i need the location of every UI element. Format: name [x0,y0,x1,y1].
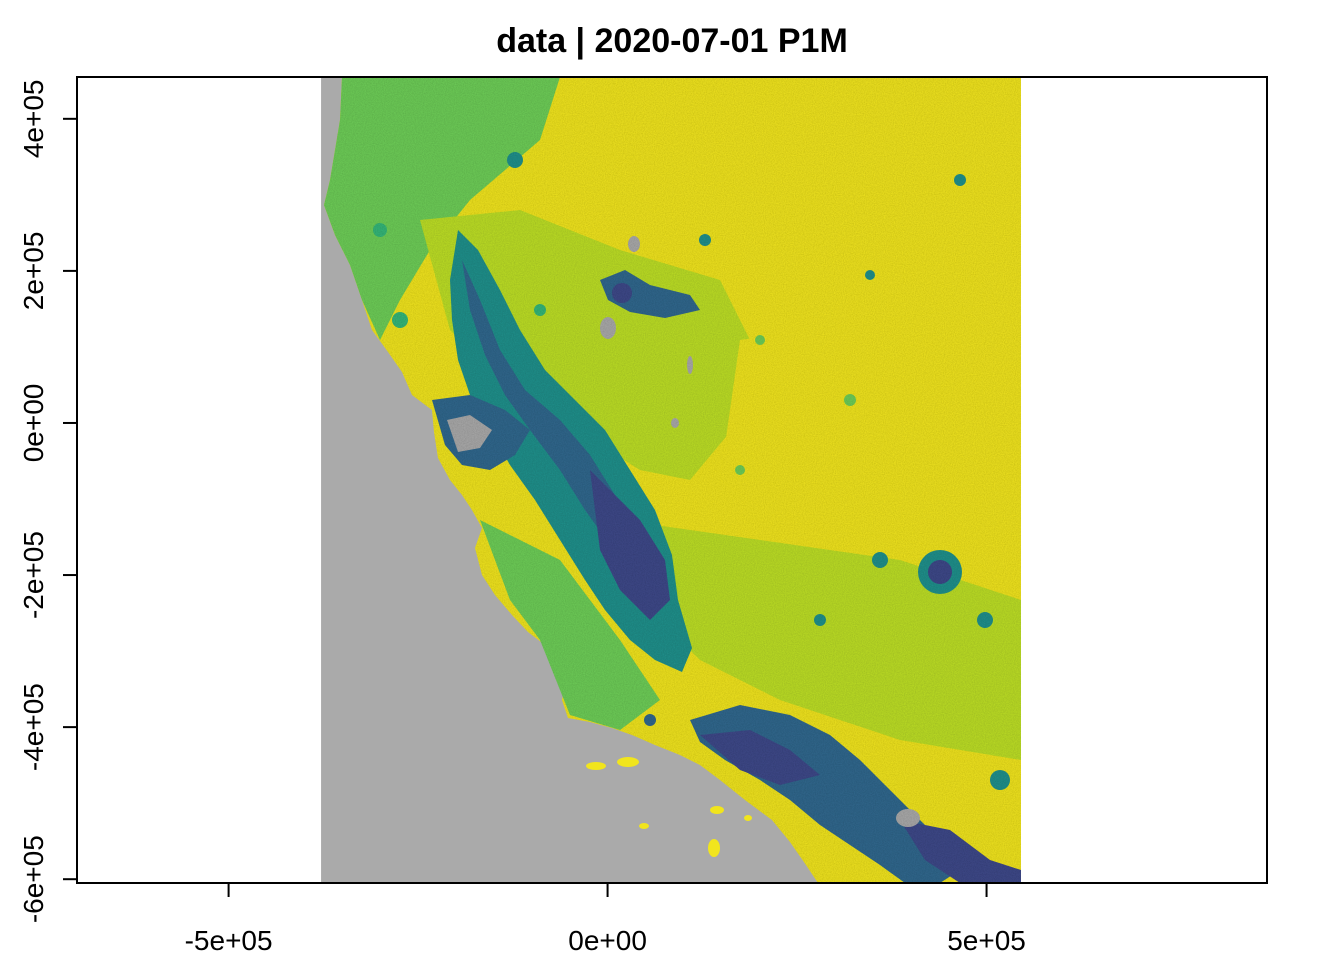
channel-island-1 [617,757,639,767]
land-area [324,77,1021,883]
x-axis: -5e+05 0e+00 5e+05 [185,882,1026,956]
land-feature-1 [699,234,711,246]
channel-island-0 [586,762,606,770]
lake-tahoe [687,356,693,374]
bay-water [447,415,492,452]
y-tick-label-3: 0e+00 [18,384,49,463]
lake-small [671,418,679,428]
land-feature-4 [844,394,856,406]
lake-north [628,236,640,252]
raster-map [321,77,1021,883]
land-feature-9 [373,223,387,237]
los-angeles-core [700,730,820,785]
x-tick-label-2: 5e+05 [947,925,1026,956]
las-vegas-core [928,560,952,584]
y-tick-label-1: -4e+05 [18,683,49,771]
sacramento-core [612,283,632,303]
land-feature-5 [872,552,888,568]
land-feature-8 [534,304,546,316]
y-tick-label-5: 4e+05 [18,80,49,159]
y-tick-label-2: -2e+05 [18,531,49,619]
land-feature-7 [990,770,1010,790]
land-feature-0 [507,152,523,168]
channel-island-3 [710,806,724,814]
north-coast-zone [324,77,560,340]
sacramento-area [600,270,700,318]
channel-island-2 [639,823,649,829]
land-feature-14 [644,714,656,726]
channel-island-4 [708,839,720,857]
clear-lake [600,317,616,339]
inland-empire-core [900,820,1021,883]
land-feature-2 [865,270,875,280]
y-axis: -6e+05 -4e+05 -2e+05 0e+00 2e+05 4e+05 [18,80,78,923]
x-tick-label-0: -5e+05 [185,925,273,956]
sierra-zone [720,300,1021,560]
channel-island-5 [744,815,752,821]
y-tick-label-0: -6e+05 [18,835,49,923]
x-tick-label-1: 0e+00 [568,925,647,956]
land-feature-13 [814,614,826,626]
land-feature-3 [755,335,765,345]
land-feature-11 [954,174,966,186]
land-feature-10 [392,312,408,328]
land-feature-12 [735,465,745,475]
land-feature-6 [977,612,993,628]
north-interior-zone [560,77,1021,270]
salton-sea [896,809,920,827]
central-coast-zone [480,520,660,730]
y-tick-label-4: 2e+05 [18,232,49,311]
valley-south-core [590,470,670,620]
foothill-zone [420,210,760,480]
plot-title: data | 2020-07-01 P1M [496,22,848,60]
